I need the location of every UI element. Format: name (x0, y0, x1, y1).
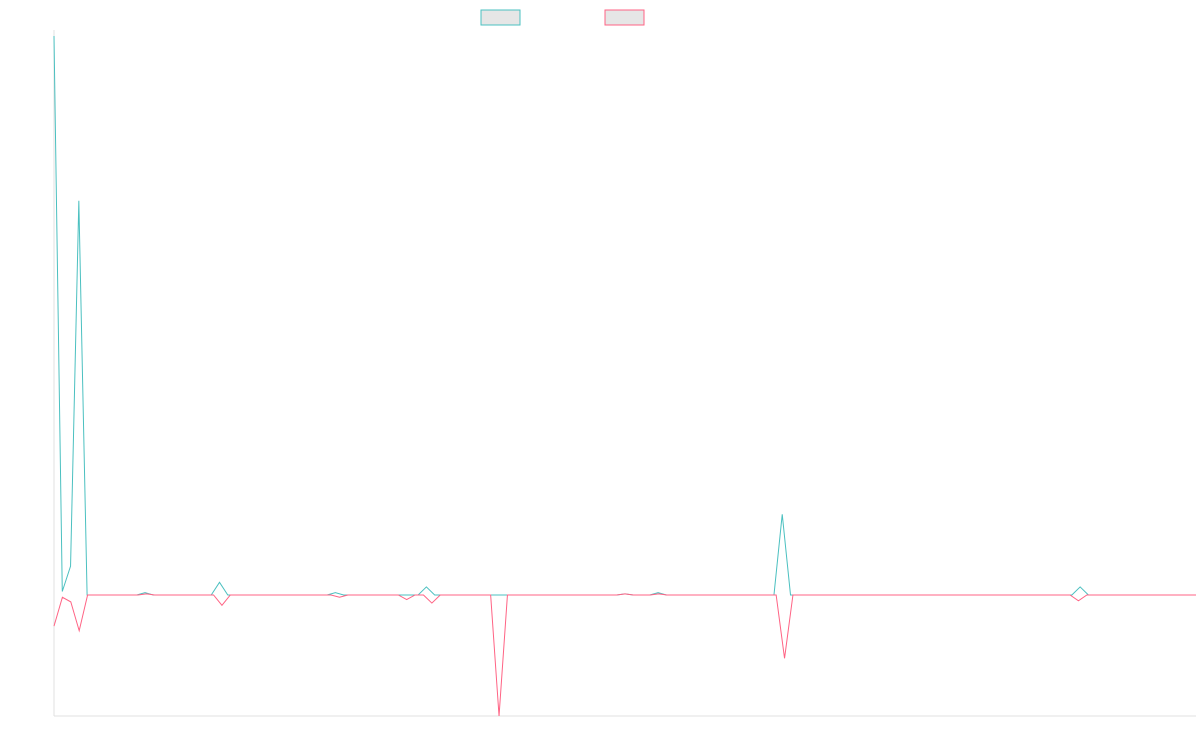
axes (53, 30, 1196, 717)
plot-area (53, 35, 1196, 717)
series-line-2 (53, 593, 1196, 717)
legend (480, 9, 645, 26)
legend-swatch-1[interactable] (480, 9, 521, 26)
legend-swatch-2[interactable] (604, 9, 645, 26)
series-line-1 (53, 35, 1196, 596)
